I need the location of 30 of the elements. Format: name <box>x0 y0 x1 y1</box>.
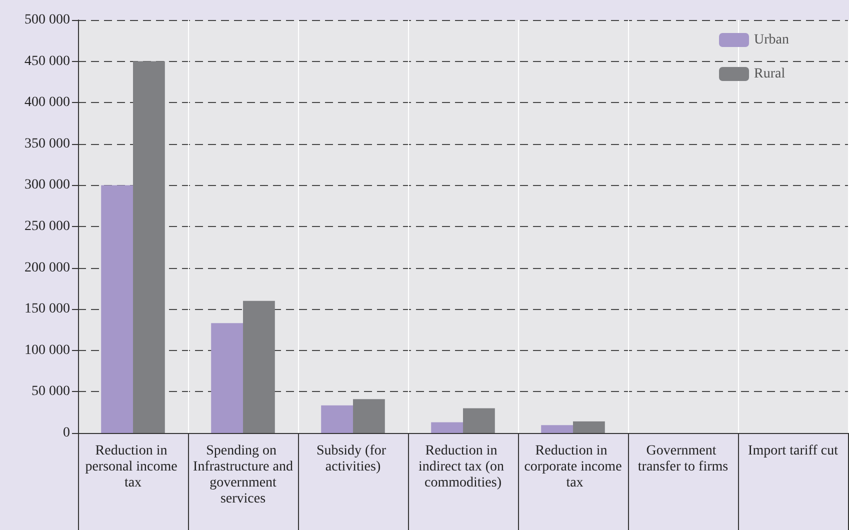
bar <box>321 405 353 433</box>
bar <box>431 422 463 433</box>
y-tick-label: 450 000 <box>24 54 70 69</box>
x-tick-label: Government transfer to firms <box>638 444 728 474</box>
bar <box>101 185 133 433</box>
y-tick-label: 500 000 <box>24 12 70 28</box>
bar <box>573 421 605 433</box>
bar <box>211 323 243 433</box>
legend-label: Rural <box>754 66 786 82</box>
y-tick-label: 50 000 <box>32 384 70 400</box>
bar <box>463 408 495 433</box>
x-tick-label: Spending on Infrastructure and government services <box>193 444 293 506</box>
x-tick-label: Subsidy (for activities) <box>316 444 390 474</box>
legend-label: Urban <box>754 32 790 48</box>
bar <box>243 300 275 433</box>
y-tick-label: 0 <box>63 426 70 440</box>
x-tick-label: Reduction in corporate income tax <box>524 444 622 490</box>
y-tick-label: 350 000 <box>24 136 70 152</box>
y-tick-label: 100 000 <box>24 342 70 358</box>
y-tick-label: 400 000 <box>24 95 70 110</box>
x-tick-label: Reduction in personal income tax <box>85 444 181 490</box>
bar <box>541 425 573 433</box>
x-tick-label: Import tariff cut <box>748 444 838 458</box>
bar <box>133 61 165 433</box>
y-tick-label: 150 000 <box>24 302 70 317</box>
y-tick-label: 200 000 <box>24 260 70 276</box>
y-tick-label: 250 000 <box>24 219 70 234</box>
bar <box>353 399 385 433</box>
x-tick-label: Reduction in indirect tax (on commodities) <box>418 444 508 490</box>
y-tick-label: 300 000 <box>24 178 70 193</box>
